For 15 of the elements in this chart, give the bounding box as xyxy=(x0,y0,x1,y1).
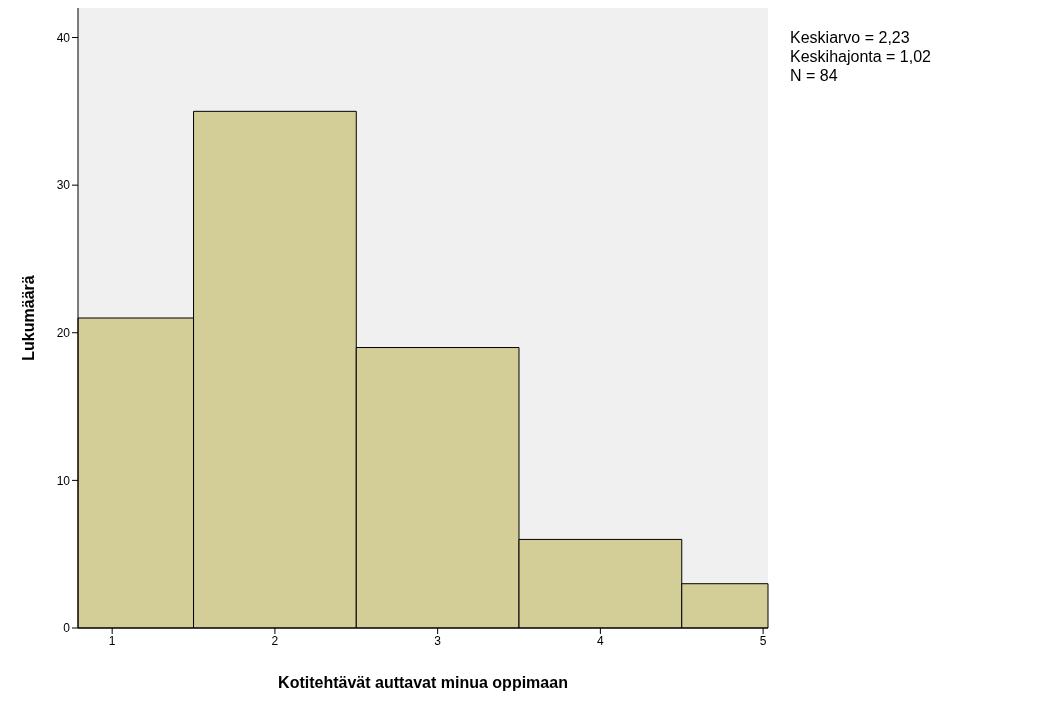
text: Keskiarvo = 2,23 xyxy=(790,28,911,47)
y-axis-title: Lukumäärä xyxy=(19,275,37,361)
x-axis-title: Kotitehtävät auttavat minua oppimaan xyxy=(278,674,568,691)
x-tick-label: 4 xyxy=(597,633,605,648)
y-tick-label: 10 xyxy=(56,473,71,488)
x-tick-label: 3 xyxy=(434,633,442,648)
x-tick-label: 2 xyxy=(271,633,279,648)
y-tick-label: 30 xyxy=(56,178,71,193)
x-tick-label: 5 xyxy=(759,633,767,648)
y-tick-label: 40 xyxy=(56,30,71,45)
text: Keskihajonta = 1,02 xyxy=(790,47,931,66)
y-tick-label: 20 xyxy=(56,326,71,341)
x-tick-label: 1 xyxy=(108,633,116,648)
text: N = 84 xyxy=(790,66,839,85)
y-tick-label: 0 xyxy=(63,621,71,636)
